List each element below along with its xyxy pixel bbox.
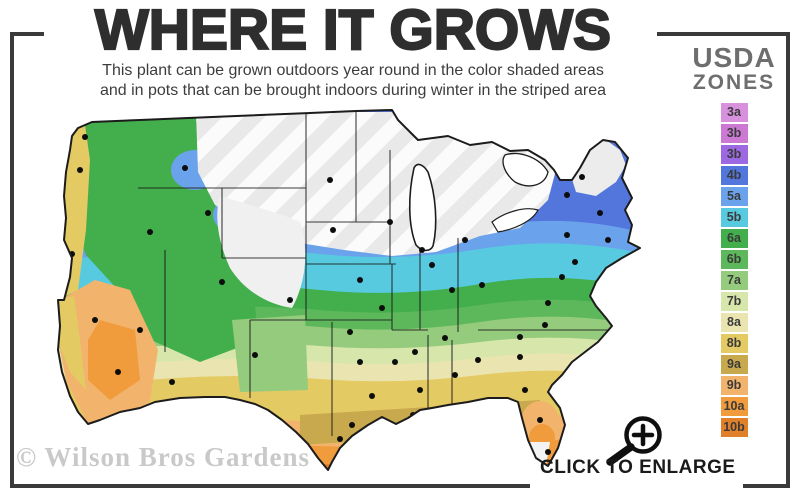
- zone-swatch: 7b: [720, 292, 748, 311]
- legend-title-usda: USDA: [692, 42, 776, 73]
- usda-zones-legend: USDA ZONES 3a 3b 3b 4b 5a 5b 6a 6b 7a 7b 8a 8b 9a 9b 1…: [678, 44, 790, 439]
- frame-right: [786, 32, 790, 488]
- lake-michigan: [408, 163, 437, 252]
- click-to-enlarge-button[interactable]: CLICK TO ENLARGE: [540, 457, 736, 478]
- zone-swatch: 10b: [720, 418, 748, 437]
- zone-swatch-list: 3a 3b 3b 4b 5a 5b 6a 6b 7a 7b 8a 8b 9a 9b 10a 10b: [678, 103, 790, 437]
- zone-swatch: 3b: [720, 145, 748, 164]
- city-dots: [69, 134, 611, 455]
- zone-swatch: 8a: [720, 313, 748, 332]
- zone-swatch: 9a: [720, 355, 748, 374]
- subtitle-line2: and in pots that can be brought indoors …: [99, 82, 607, 99]
- frame-top-right: [657, 32, 790, 36]
- zone-swatch: 5b: [720, 208, 748, 227]
- zone-swatch: 4b: [720, 166, 748, 185]
- state-borders: [138, 112, 612, 436]
- frame-top-left: [10, 32, 44, 36]
- frame-bottom-left: [10, 484, 530, 488]
- zone-swatch: 10a: [720, 397, 748, 416]
- frame-left: [10, 32, 14, 488]
- zone-swatch: 3a: [720, 103, 748, 122]
- legend-title-zones: ZONES: [692, 71, 776, 94]
- subtitle-line1: This plant can be grown outdoors year ro…: [102, 62, 604, 79]
- zone-swatch: 7a: [720, 271, 748, 290]
- page-title: WHERE IT GROWS: [94, 0, 612, 62]
- watermark: © Wilson Bros Gardens: [16, 442, 310, 472]
- frame-bottom-right: [743, 484, 790, 488]
- zone-swatch: 9b: [720, 376, 748, 395]
- zone-swatch: 6b: [720, 250, 748, 269]
- magnifier-zoom-icon[interactable]: [598, 404, 676, 468]
- us-outline: [57, 109, 641, 471]
- zone-swatch: 5a: [720, 187, 748, 206]
- zone-swatch: 8b: [720, 334, 748, 353]
- zone-swatch: 3b: [720, 124, 748, 143]
- zone-swatch: 6a: [720, 229, 748, 248]
- subtitle: This plant can be grown outdoors year ro…: [0, 61, 706, 101]
